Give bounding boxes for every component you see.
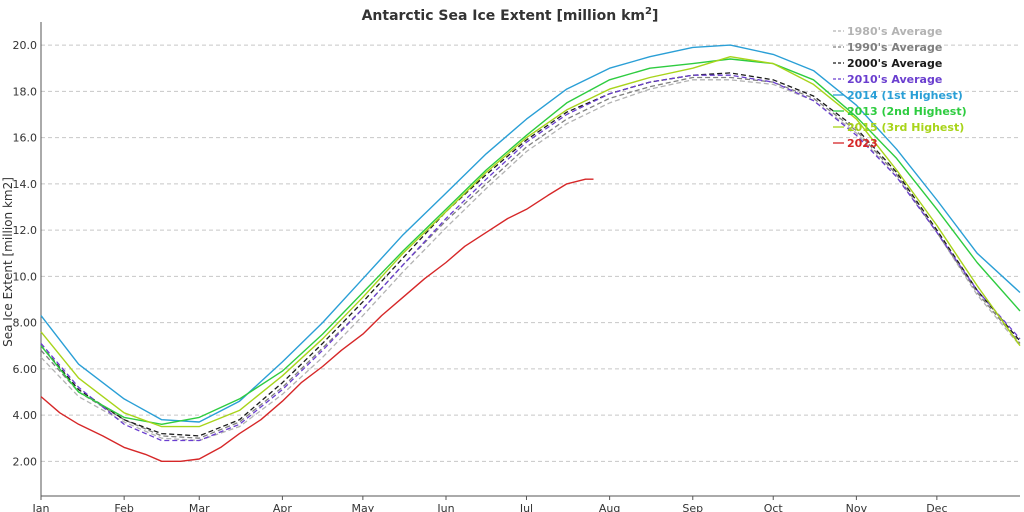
legend-label: 2023	[847, 137, 878, 150]
legend-label: 1980's Average	[847, 25, 942, 38]
y-tick-label: 20.0	[13, 39, 38, 52]
x-tick-label: Feb	[114, 502, 133, 512]
legend: 1980's Average 1990's Average 2000's Avera…	[833, 25, 967, 150]
x-axis-ticks: Jan Feb Mar Apr May Jun Jul Aug Sep Oct Nov Dec	[32, 496, 948, 512]
series-lines	[40, 44, 1021, 462]
x-tick-label: Apr	[273, 502, 293, 512]
title-main: Antarctic Sea Ice Extent [million km	[362, 8, 645, 24]
chart-title: Antarctic Sea Ice Extent [million km2]	[362, 6, 659, 24]
x-tick-label: Sep	[682, 502, 703, 512]
y-axis-label: Sea Ice Extent [million km2]	[1, 177, 15, 347]
y-tick-label: 14.0	[13, 178, 38, 191]
x-tick-label: Nov	[846, 502, 868, 512]
x-tick-label: Dec	[926, 502, 947, 512]
y-tick-label: 10.0	[13, 270, 38, 283]
series-line	[40, 44, 1021, 423]
y-tick-label: 12.0	[13, 224, 38, 237]
y-tick-label: 4.00	[13, 409, 38, 422]
legend-label: 2013 (2nd Highest)	[847, 105, 967, 118]
legend-label: 2010's Average	[847, 73, 942, 86]
x-tick-label: Jan	[32, 502, 50, 512]
series-line	[40, 178, 594, 462]
title-superscript: 2	[645, 6, 652, 17]
legend-label: 2000's Average	[847, 57, 942, 70]
y-tick-label: 2.00	[13, 455, 38, 468]
legend-label: 1990's Average	[847, 41, 942, 54]
x-tick-label: Aug	[599, 502, 620, 512]
title-end: ]	[652, 8, 658, 24]
legend-label: 2015 (3rd Highest)	[847, 121, 964, 134]
series-line	[40, 58, 1021, 425]
x-tick-label: May	[351, 502, 374, 512]
y-tick-label: 8.00	[13, 317, 38, 330]
y-tick-label: 6.00	[13, 363, 38, 376]
x-tick-label: Oct	[764, 502, 784, 512]
x-tick-label: Mar	[189, 502, 210, 512]
y-tick-label: 18.0	[13, 85, 38, 98]
legend-label: 2014 (1st Highest)	[847, 89, 963, 102]
series-line	[40, 76, 1021, 439]
x-tick-label: Jun	[436, 502, 454, 512]
series-line	[40, 72, 1021, 437]
series-line	[40, 74, 1021, 442]
x-tick-label: Jul	[519, 502, 533, 512]
y-axis-ticks: 2.00 4.00 6.00 8.00 10.0 12.0 14.0 16.0 18.0 20.0	[13, 39, 38, 468]
series-line	[40, 56, 1021, 428]
y-tick-label: 16.0	[13, 132, 38, 145]
